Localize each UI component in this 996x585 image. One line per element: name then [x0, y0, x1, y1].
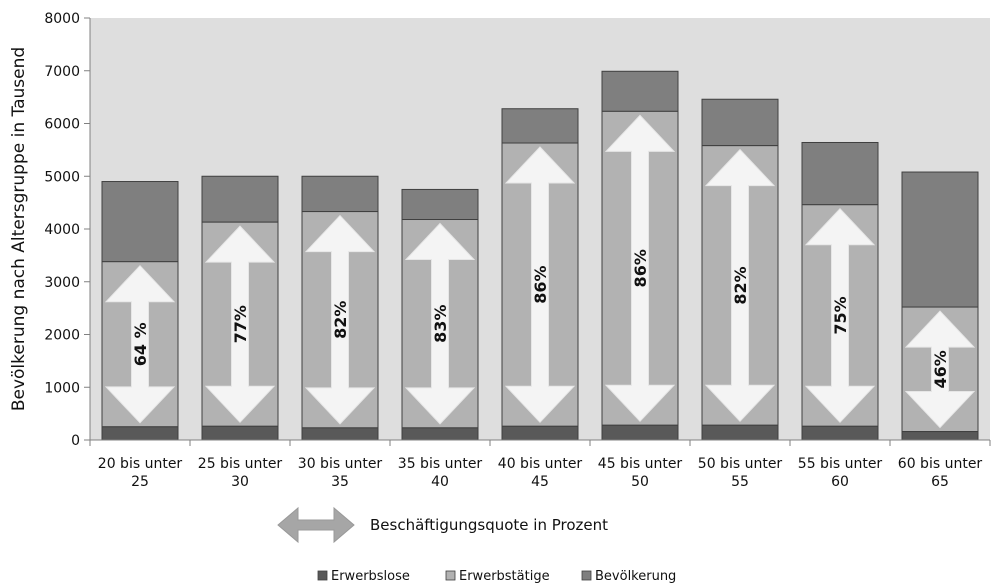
x-tick-label: 50: [631, 474, 649, 490]
quota-label: 82%: [331, 301, 350, 339]
bar-bevoelkerung: [501, 108, 579, 144]
bar-erwerbslose: [801, 425, 879, 441]
bar-erwerbslose: [501, 425, 579, 441]
x-tick-label: 55: [731, 474, 749, 490]
x-tick-label: 30: [231, 474, 249, 490]
quota-label: 64 %: [131, 322, 150, 366]
y-tick-label: 1000: [44, 380, 80, 396]
quota-arrow: [804, 208, 876, 424]
bar-erwerbslose: [301, 427, 379, 441]
quota-arrow: [504, 146, 576, 424]
x-tick-label: 40: [431, 474, 449, 490]
legend-label: Bevölkerung: [595, 569, 676, 584]
bar-erwerbslose: [901, 431, 979, 441]
arrow-legend-icon: [277, 506, 355, 544]
x-tick-label: 55 bis unter: [798, 456, 883, 472]
bar-bevoelkerung: [801, 141, 879, 206]
quota-arrow: [904, 310, 976, 429]
y-tick-label: 2000: [44, 328, 80, 344]
x-tick-label: 20 bis unter: [98, 456, 183, 472]
quota-label: 75%: [831, 296, 850, 334]
bar-erwerbslose: [601, 424, 679, 441]
quota-arrow: [604, 114, 676, 422]
x-tick-label: 25: [131, 474, 149, 490]
quota-label: 46%: [931, 350, 950, 388]
bar-bevoelkerung: [101, 181, 179, 263]
quota-label: 86%: [531, 266, 550, 304]
x-tick-label: 35: [331, 474, 349, 490]
quota-label: 83%: [431, 305, 450, 343]
x-tick-label: 65: [931, 474, 949, 490]
x-tick-label: 30 bis unter: [298, 456, 383, 472]
x-tick-label: 60: [831, 474, 849, 490]
quota-arrow: [204, 225, 276, 424]
legend-swatch: [445, 570, 456, 581]
bar-bevoelkerung: [301, 175, 379, 213]
bar-erwerbslose: [101, 426, 179, 441]
y-tick-label: 3000: [44, 275, 80, 291]
quota-arrow: [104, 264, 176, 424]
bar-bevoelkerung: [701, 98, 779, 147]
bar-bevoelkerung: [401, 188, 479, 221]
x-tick-label: 50 bis unter: [698, 456, 783, 472]
bar-bevoelkerung: [201, 175, 279, 223]
x-tick-label: 40 bis unter: [498, 456, 583, 472]
bar-bevoelkerung: [901, 171, 979, 308]
y-tick-label: 0: [71, 433, 80, 449]
x-tick-label: 45 bis unter: [598, 456, 683, 472]
y-tick-label: 5000: [44, 169, 80, 185]
y-axis-title: Bevölkerung nach Altersgruppe in Tausend: [9, 47, 29, 411]
x-tick-label: 45: [531, 474, 549, 490]
y-tick-label: 7000: [44, 64, 80, 80]
bar-erwerbslose: [401, 427, 479, 441]
arrow-legend-label: Beschäftigungsquote in Prozent: [370, 516, 608, 534]
quota-label: 86%: [631, 249, 650, 287]
quota-label: 82%: [731, 266, 750, 304]
bar-erwerbslose: [201, 425, 279, 441]
legend-swatch: [581, 570, 592, 581]
x-tick-label: 35 bis unter: [398, 456, 483, 472]
bar-erwerbslose: [701, 424, 779, 441]
y-tick-label: 6000: [44, 117, 80, 133]
y-tick-label: 8000: [44, 11, 80, 27]
legend-swatch: [317, 570, 328, 581]
x-tick-label: 25 bis unter: [198, 456, 283, 472]
x-tick-label: 60 bis unter: [898, 456, 983, 472]
quota-label: 77%: [231, 305, 250, 343]
quota-arrow: [704, 148, 776, 422]
quota-arrow: [304, 214, 376, 425]
y-tick-label: 4000: [44, 222, 80, 238]
bar-bevoelkerung: [601, 70, 679, 112]
legend-label: Erwerbslose: [331, 569, 410, 584]
quota-arrow: [404, 222, 476, 425]
legend-label: Erwerbstätige: [459, 569, 550, 584]
